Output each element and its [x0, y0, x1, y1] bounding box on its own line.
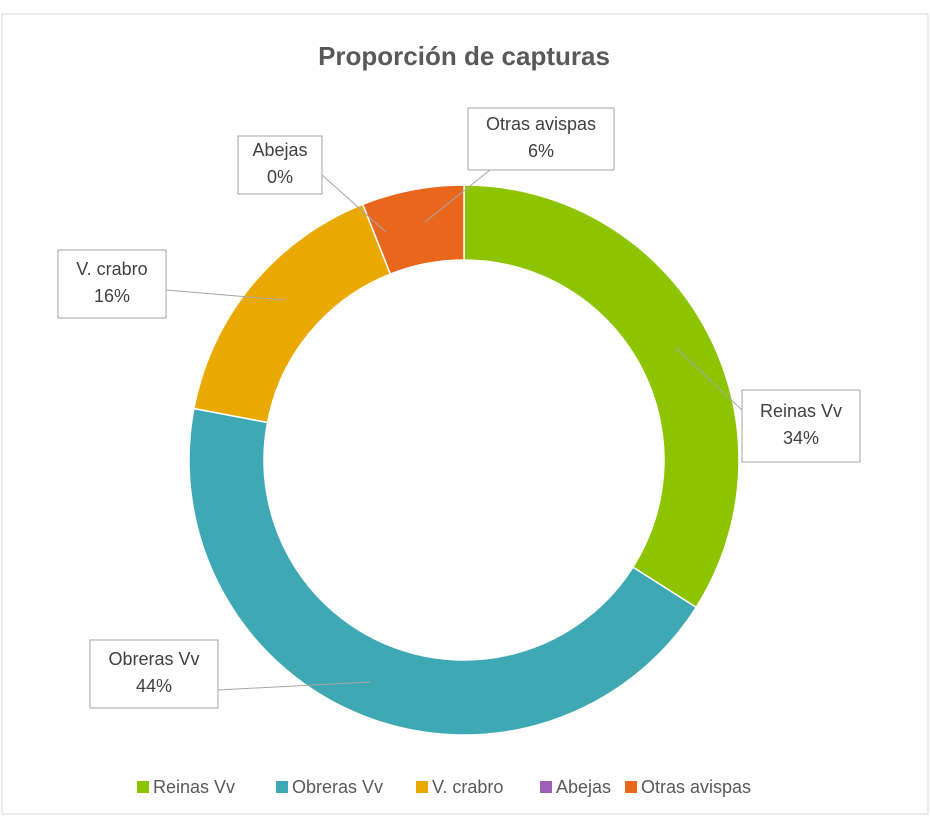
legend-swatch: [625, 781, 637, 793]
data-label-value: 0%: [267, 167, 293, 187]
data-label-name: V. crabro: [76, 259, 147, 279]
data-label-name: Otras avispas: [486, 114, 596, 134]
leader-line: [675, 347, 743, 411]
data-label-name: Abejas: [252, 140, 307, 160]
legend-label: Abejas: [556, 777, 611, 797]
data-label-value: 34%: [783, 428, 819, 448]
legend-swatch: [137, 781, 149, 793]
leader-line: [321, 174, 387, 233]
data-label-value: 16%: [94, 286, 130, 306]
data-label-box: [237, 135, 323, 195]
legend-swatch: [416, 781, 428, 793]
data-label-value: 44%: [136, 676, 172, 696]
donut-slice: [463, 184, 740, 609]
data-label-box: [89, 639, 219, 709]
chart-title: Proporción de capturas: [318, 41, 610, 71]
leader-line: [165, 289, 286, 301]
legend-label: V. crabro: [432, 777, 503, 797]
data-label-value: 6%: [528, 141, 554, 161]
donut-slice: [361, 184, 465, 276]
data-label-box: [467, 107, 615, 171]
donut-slice: [188, 407, 698, 736]
legend-label: Otras avispas: [641, 777, 751, 797]
legend-label: Reinas Vv: [153, 777, 235, 797]
data-label-box: [741, 389, 861, 463]
data-label-name: Obreras Vv: [108, 649, 199, 669]
leader-line: [424, 169, 491, 223]
legend-swatch: [276, 781, 288, 793]
legend-swatch: [540, 781, 552, 793]
data-label-name: Reinas Vv: [760, 401, 842, 421]
leader-line: [217, 681, 371, 691]
data-label-box: [57, 249, 167, 319]
legend-label: Obreras Vv: [292, 777, 383, 797]
